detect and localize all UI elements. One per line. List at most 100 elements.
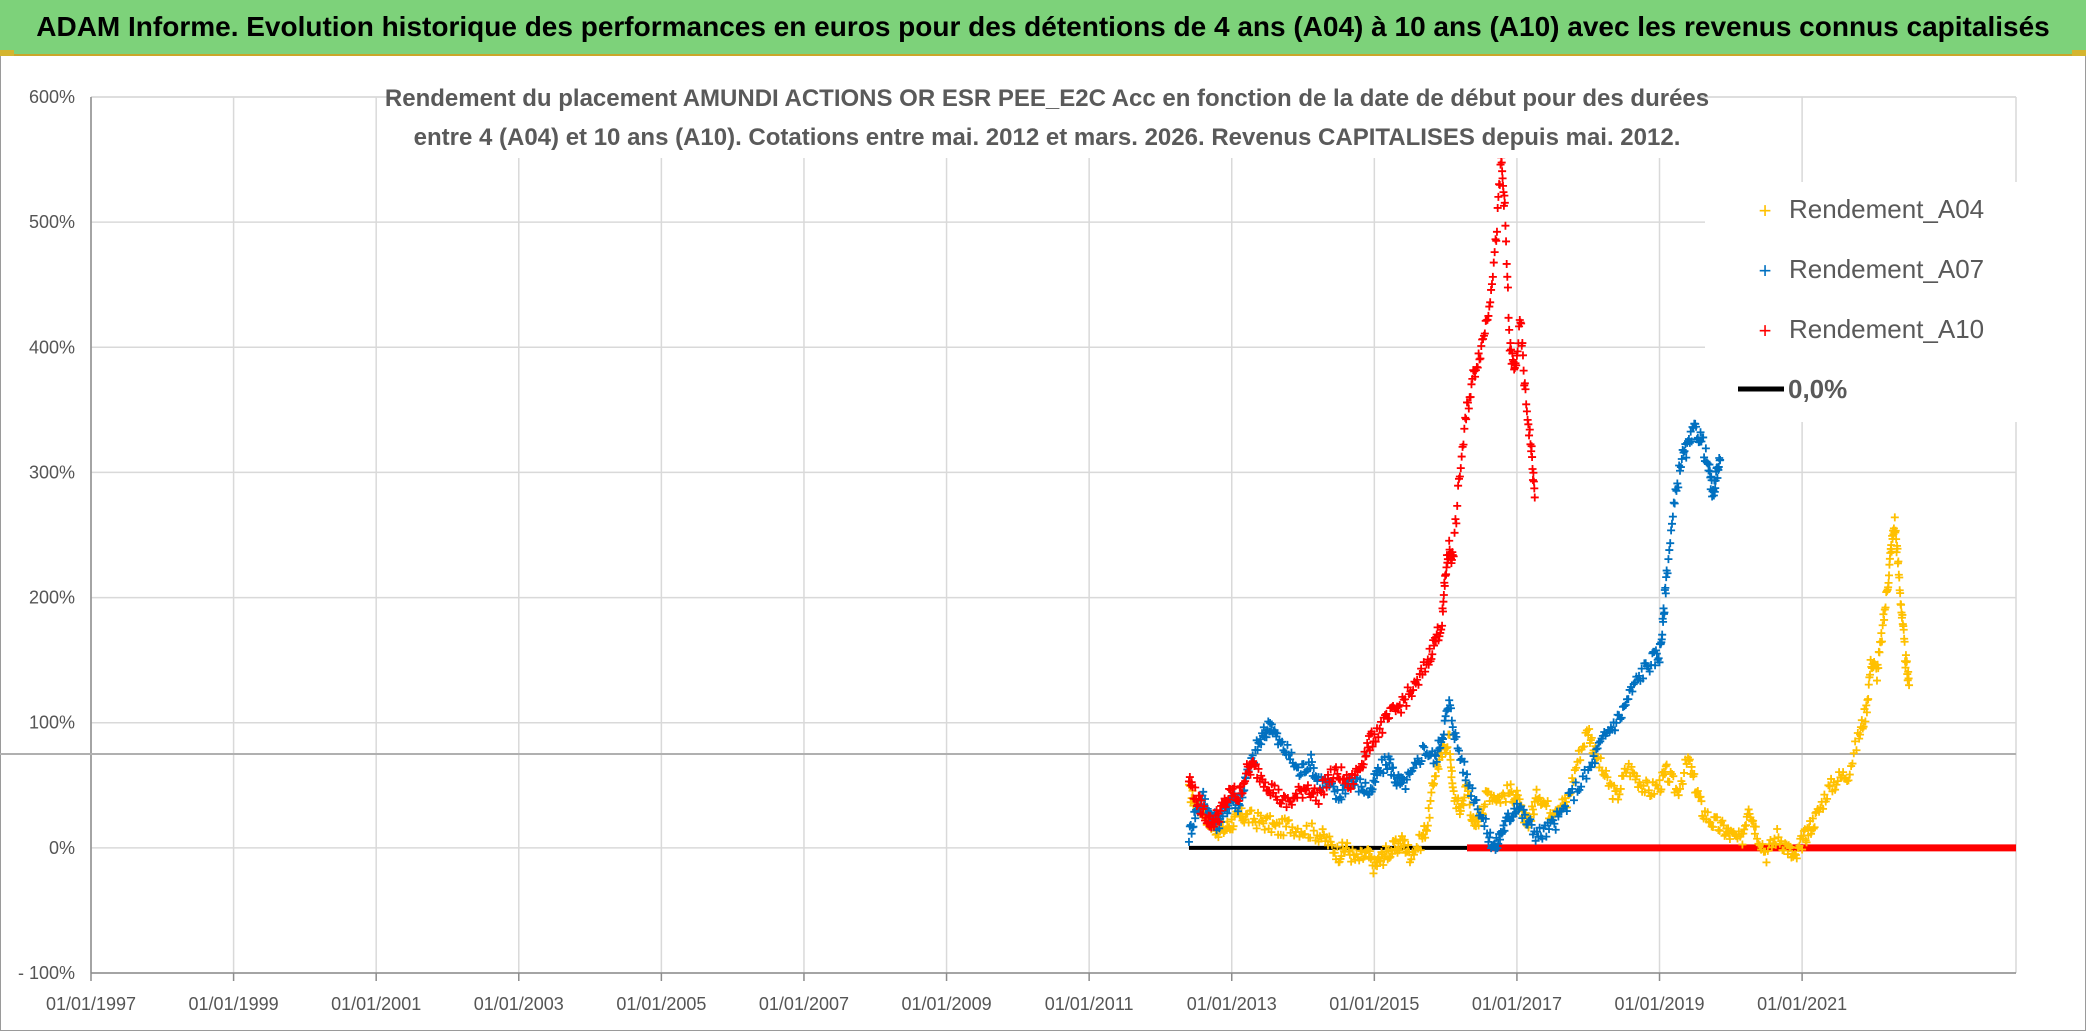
data-point bbox=[1502, 259, 1511, 268]
data-point bbox=[1715, 826, 1724, 835]
data-point bbox=[1417, 757, 1426, 766]
data-point bbox=[1254, 764, 1263, 773]
data-point bbox=[1687, 762, 1696, 771]
data-point bbox=[1773, 825, 1782, 834]
data-point bbox=[1385, 714, 1394, 723]
data-point bbox=[1291, 789, 1300, 798]
data-point bbox=[1569, 796, 1578, 805]
legend-label-zero: 0,0% bbox=[1788, 374, 1847, 404]
data-point bbox=[1430, 779, 1439, 788]
data-point bbox=[1382, 709, 1391, 718]
data-point bbox=[1810, 823, 1819, 832]
data-point bbox=[1184, 837, 1193, 846]
data-point bbox=[1459, 768, 1468, 777]
data-point bbox=[1527, 442, 1536, 451]
data-point bbox=[1763, 846, 1772, 855]
data-point bbox=[1582, 774, 1591, 783]
data-point bbox=[1325, 832, 1334, 841]
data-point bbox=[1518, 351, 1527, 360]
data-point bbox=[1421, 833, 1430, 842]
data-point bbox=[1357, 782, 1366, 791]
data-point bbox=[1874, 664, 1883, 673]
data-point bbox=[1456, 755, 1465, 764]
data-point bbox=[1456, 464, 1465, 473]
data-point bbox=[1287, 748, 1296, 757]
data-point bbox=[1594, 738, 1603, 747]
data-point bbox=[1200, 802, 1209, 811]
data-point bbox=[1524, 420, 1533, 429]
data-point bbox=[1446, 704, 1455, 713]
data-point bbox=[1532, 785, 1541, 794]
data-point bbox=[1851, 737, 1860, 746]
data-point bbox=[1610, 781, 1619, 790]
data-point bbox=[1848, 759, 1857, 768]
data-point bbox=[1542, 832, 1551, 841]
data-point bbox=[1454, 794, 1463, 803]
y-tick-label: - 100% bbox=[18, 963, 75, 983]
data-point bbox=[1490, 248, 1499, 257]
data-point bbox=[1678, 779, 1687, 788]
data-point bbox=[1682, 453, 1691, 462]
data-point bbox=[1617, 713, 1626, 722]
data-point bbox=[1373, 862, 1382, 871]
data-point bbox=[1489, 258, 1498, 267]
data-point bbox=[1590, 759, 1599, 768]
data-point bbox=[1279, 831, 1288, 840]
data-point bbox=[1439, 591, 1448, 600]
data-point bbox=[1356, 775, 1365, 784]
data-point bbox=[1472, 796, 1481, 805]
data-point bbox=[1864, 695, 1873, 704]
chart-title-line-1: Rendement du placement AMUNDI ACTIONS OR… bbox=[385, 85, 1709, 112]
data-point bbox=[1628, 768, 1637, 777]
banner-corner-right bbox=[2072, 50, 2086, 56]
data-point bbox=[1359, 760, 1368, 769]
data-point bbox=[1413, 675, 1422, 684]
data-point bbox=[1401, 785, 1410, 794]
data-point bbox=[1257, 771, 1266, 780]
y-tick-label: 500% bbox=[29, 212, 75, 232]
data-point bbox=[1446, 755, 1455, 764]
legend-item-a07: + Rendement_A07 bbox=[1759, 254, 1985, 284]
series-rendement-a10 bbox=[1184, 153, 1539, 832]
data-point bbox=[1223, 809, 1232, 818]
data-point bbox=[1288, 823, 1297, 832]
data-point bbox=[1668, 519, 1676, 528]
data-point bbox=[1402, 775, 1411, 784]
data-point bbox=[1779, 846, 1788, 855]
data-point bbox=[1383, 765, 1392, 774]
x-tick-label: 01/01/2015 bbox=[1329, 994, 1419, 1014]
data-point bbox=[1877, 629, 1886, 638]
data-point bbox=[1377, 717, 1386, 726]
data-point bbox=[1687, 437, 1696, 446]
data-point bbox=[1808, 814, 1817, 823]
data-point bbox=[1716, 455, 1725, 464]
data-point bbox=[1318, 825, 1327, 834]
data-point bbox=[1792, 854, 1801, 863]
data-point bbox=[1685, 755, 1694, 764]
data-point bbox=[1488, 272, 1497, 281]
data-point bbox=[1692, 422, 1701, 431]
data-point bbox=[1530, 484, 1539, 493]
data-point bbox=[1427, 788, 1436, 797]
data-point bbox=[1699, 433, 1708, 442]
data-point bbox=[1395, 701, 1404, 710]
x-tick-label: 01/01/2007 bbox=[759, 994, 849, 1014]
data-point bbox=[1895, 573, 1904, 582]
data-point bbox=[1425, 813, 1434, 822]
data-point bbox=[1362, 751, 1371, 760]
data-point bbox=[1677, 454, 1686, 463]
data-point bbox=[1497, 158, 1506, 167]
data-point bbox=[1391, 835, 1400, 844]
data-point bbox=[1370, 730, 1379, 739]
data-point bbox=[1426, 796, 1435, 805]
data-point bbox=[1195, 791, 1204, 800]
data-point bbox=[1884, 578, 1893, 587]
data-point bbox=[1892, 535, 1901, 544]
data-point bbox=[1328, 840, 1336, 849]
data-point bbox=[1820, 790, 1829, 799]
data-point bbox=[1191, 814, 1200, 823]
data-point bbox=[1561, 802, 1570, 811]
data-point bbox=[1663, 569, 1672, 578]
data-point bbox=[1480, 329, 1489, 338]
data-point bbox=[1307, 789, 1316, 798]
